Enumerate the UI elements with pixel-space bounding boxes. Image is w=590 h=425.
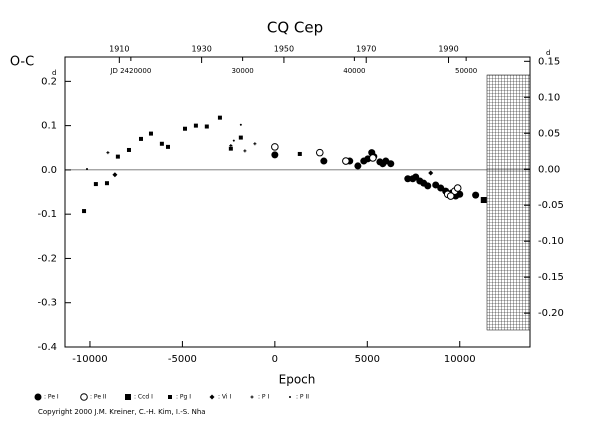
point [297,151,302,156]
legend-marker [34,393,42,401]
point [453,184,462,192]
point [232,139,235,142]
point [369,154,377,162]
jd-tick-label: 50000 [455,67,477,75]
point [126,147,131,152]
y2-tick-label: 0.00 [538,164,560,175]
plot-frame [64,56,531,348]
chart-title: CQ Cep [267,19,323,37]
legend-marker [250,395,254,399]
point [138,136,143,141]
x-tick-label: -10000 [72,354,107,365]
point [437,184,445,192]
point [86,168,89,171]
legend-label: : P I [258,394,269,401]
y2-tick-label: -0.05 [538,200,564,211]
jd-tick-label: JD 2420000 [109,67,151,75]
point [82,209,87,214]
point [112,172,118,178]
y-tick-label: -0.4 [37,342,57,353]
y2-tick-label: 0.15 [538,56,560,67]
point [342,157,350,165]
legend-label: : Pg I [176,394,191,401]
point [204,124,209,129]
legend-label: : Pe I [44,394,59,401]
jd-tick-label: 30000 [231,67,253,75]
y-unit: d [52,69,56,77]
point [315,148,324,157]
point [446,192,455,200]
x-tick-label: 0 [272,354,278,365]
point [271,143,279,151]
legend-label: : Pe II [90,394,107,401]
point [148,131,153,136]
y2-tick-label: -0.15 [538,272,564,283]
x-tick-label: 10000 [444,354,476,365]
y-tick-label: 0.2 [41,76,57,87]
x-tick-label: 5000 [355,354,380,365]
legend-label: : P II [296,394,309,401]
point [165,144,170,149]
point [428,170,434,176]
point [229,144,233,148]
y2-tick-label: 0.05 [538,128,560,139]
point [239,123,242,126]
point [193,123,198,128]
year-tick-label: 1930 [191,45,211,54]
y-tick-label: -0.2 [37,253,57,264]
y-tick-label: -0.1 [37,209,57,220]
prediction-region [486,74,531,331]
year-tick-label: 1950 [274,45,294,54]
y-tick-label: -0.3 [37,298,57,309]
point [480,197,487,204]
year-tick-label: 1970 [356,45,376,54]
point [253,142,257,146]
point [104,181,109,186]
point [404,175,412,183]
year-tick-label: 1910 [109,45,129,54]
point [106,151,110,155]
y-tick-label: 0.1 [41,121,57,132]
legend-marker [125,394,131,400]
legend-label: : Vi I [218,394,231,401]
point [320,157,328,165]
x-axis-label: Epoch [279,373,316,387]
point [217,115,222,120]
x-tick-label: -5000 [168,354,197,365]
year-tick-label: 1990 [438,45,458,54]
legend-marker [289,396,291,398]
legend-marker [168,395,172,399]
legend-marker [209,394,215,400]
point [271,151,279,159]
y2-unit: d [546,49,550,57]
legend-label: : Ccd I [134,394,153,401]
copyright: Copyright 2000 J.M. Kreiner, C.-H. Kim, … [38,408,206,416]
point [228,146,233,151]
point [432,181,440,189]
y-axis-label: O-C [10,55,34,70]
y2-tick-label: -0.20 [538,308,564,319]
point [387,160,395,168]
point [354,162,362,170]
y2-tick-label: 0.10 [538,92,560,103]
point [159,141,164,146]
point [238,135,243,140]
point [424,182,432,190]
point [115,154,120,159]
point [243,149,247,153]
legend-marker [80,393,88,401]
point [182,126,187,131]
y2-tick-label: -0.10 [538,236,564,247]
jd-tick-label: 40000 [343,67,365,75]
y-tick-label: 0.0 [41,165,57,176]
point [472,191,480,199]
point [93,182,98,187]
